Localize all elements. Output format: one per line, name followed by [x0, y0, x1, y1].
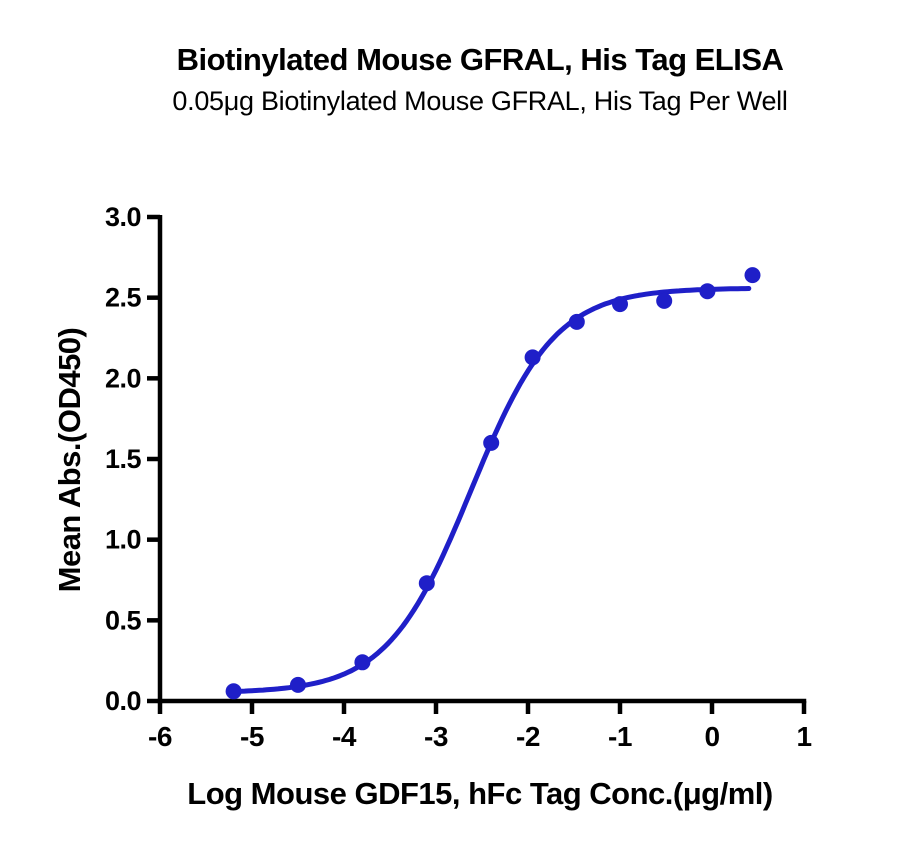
data-point — [656, 292, 673, 309]
data-point — [225, 683, 242, 700]
x-tick-label: 0 — [704, 721, 719, 752]
data-point — [568, 313, 585, 330]
chart-subtitle: 0.05μg Biotinylated Mouse GFRAL, His Tag… — [172, 86, 788, 116]
data-point — [744, 267, 761, 284]
chart-title: Biotinylated Mouse GFRAL, His Tag ELISA — [176, 42, 784, 77]
x-tick-label: 1 — [796, 721, 811, 752]
fit-curve — [231, 286, 752, 694]
y-tick-label: 0.0 — [105, 686, 141, 716]
x-tick-label: -2 — [516, 721, 540, 752]
data-point — [612, 296, 628, 313]
data-point — [483, 434, 500, 451]
y-tick-label: 1.0 — [105, 525, 141, 555]
y-tick-label: 0.5 — [105, 605, 142, 635]
y-tick-label: 2.5 — [105, 283, 142, 313]
y-tick-label: 1.5 — [105, 444, 142, 474]
x-tick-label: -3 — [424, 721, 448, 752]
data-point — [524, 349, 541, 366]
data-point — [418, 575, 435, 592]
x-tick-label: -4 — [332, 721, 357, 752]
x-axis-title: Log Mouse GDF15, hFc Tag Conc.(μg/ml) — [187, 776, 773, 811]
data-point — [699, 283, 716, 300]
data-point — [354, 654, 371, 671]
x-tick-label: -1 — [608, 721, 632, 752]
x-tick-label: -5 — [240, 721, 264, 752]
data-point — [290, 676, 306, 693]
y-tick-label: 2.0 — [105, 363, 141, 393]
y-tick-label: 3.0 — [105, 202, 141, 232]
x-tick-label: -6 — [148, 721, 172, 752]
